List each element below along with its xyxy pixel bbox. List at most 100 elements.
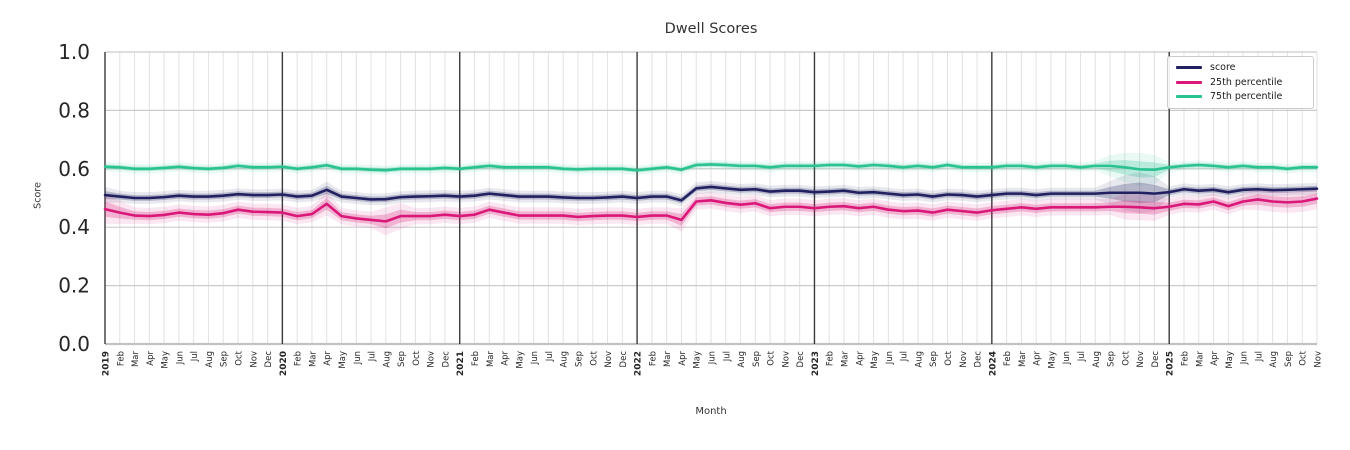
svg-text:Apr: Apr [146, 351, 156, 366]
legend: score 25th percentile 75th percentile [1167, 56, 1314, 109]
svg-text:Dec: Dec [1151, 351, 1161, 368]
svg-text:May: May [870, 351, 880, 369]
svg-text:Nov: Nov [427, 351, 437, 368]
svg-text:Jul: Jul [1077, 351, 1087, 362]
p75-line-swatch [1176, 95, 1202, 99]
y-tick-labels: 0.0 0.2 0.4 0.6 0.8 1.0 [58, 40, 90, 356]
svg-text:Apr: Apr [1033, 351, 1043, 366]
legend-label: score [1210, 62, 1236, 73]
svg-text:Jun: Jun [708, 351, 718, 365]
svg-text:2019: 2019 [102, 351, 112, 376]
svg-text:Jul: Jul [368, 351, 378, 362]
svg-text:Feb: Feb [826, 351, 836, 366]
series-line-score [103, 185, 1319, 202]
y-gridlines [105, 51, 1317, 346]
svg-text:Mar: Mar [1195, 351, 1205, 368]
svg-text:Nov: Nov [1314, 351, 1324, 368]
svg-text:2022: 2022 [634, 351, 644, 376]
svg-text:2025: 2025 [1166, 351, 1176, 376]
svg-text:Nov: Nov [959, 351, 969, 368]
svg-text:Oct: Oct [1121, 350, 1131, 365]
svg-text:Sep: Sep [574, 351, 584, 367]
svg-text:May: May [515, 351, 525, 369]
svg-text:1.0: 1.0 [58, 40, 90, 64]
x-axis-label: Month [695, 406, 727, 417]
svg-text:Jul: Jul [1254, 351, 1264, 362]
svg-text:Sep: Sep [220, 351, 230, 367]
svg-text:Jun: Jun [1062, 351, 1072, 365]
svg-text:Nov: Nov [604, 351, 614, 368]
svg-text:Apr: Apr [323, 351, 333, 366]
svg-text:Jul: Jul [190, 351, 200, 362]
x-tick-labels: 2019 Feb Mar Apr May Jun Jul Aug Sep Oct Nov Dec 202… [102, 350, 1324, 376]
svg-text:2023: 2023 [811, 351, 821, 376]
svg-text:May: May [338, 351, 348, 369]
series-band-25th-percentile [105, 188, 1317, 236]
svg-text:Oct: Oct [589, 350, 599, 365]
legend-item-25th-percentile: 25th percentile [1176, 76, 1305, 88]
legend-label: 75th percentile [1210, 91, 1283, 102]
svg-text:2020: 2020 [279, 351, 289, 376]
svg-text:Mar: Mar [663, 351, 673, 368]
svg-text:Jul: Jul [900, 351, 910, 362]
legend-item-score: score [1176, 63, 1305, 73]
svg-text:Aug: Aug [737, 351, 747, 368]
series-line-75th-percentile [103, 163, 1319, 172]
svg-text:Nov: Nov [781, 351, 791, 368]
svg-text:May: May [1225, 351, 1235, 369]
svg-text:Apr: Apr [678, 351, 688, 366]
svg-text:Sep: Sep [929, 351, 939, 367]
svg-text:Dec: Dec [974, 351, 984, 368]
svg-text:Mar: Mar [308, 351, 318, 368]
svg-text:Oct: Oct [412, 350, 422, 365]
svg-text:Oct: Oct [767, 350, 777, 365]
svg-text:Jun: Jun [1240, 351, 1250, 365]
svg-text:Oct: Oct [235, 350, 245, 365]
svg-text:Feb: Feb [648, 351, 658, 366]
svg-text:Mar: Mar [1018, 351, 1028, 368]
svg-text:Apr: Apr [855, 351, 865, 366]
svg-text:Sep: Sep [397, 351, 407, 367]
svg-text:May: May [1047, 351, 1057, 369]
svg-text:Oct: Oct [1299, 350, 1309, 365]
svg-text:Dec: Dec [264, 351, 274, 368]
svg-text:Aug: Aug [205, 351, 215, 368]
svg-text:Aug: Aug [560, 351, 570, 368]
svg-text:Feb: Feb [116, 351, 126, 366]
svg-text:0.0: 0.0 [58, 332, 90, 356]
svg-text:Apr: Apr [1210, 351, 1220, 366]
svg-text:Jul: Jul [545, 351, 555, 362]
svg-text:Mar: Mar [841, 351, 851, 368]
svg-text:Aug: Aug [914, 351, 924, 368]
score-line-swatch [1176, 66, 1202, 70]
svg-text:Jun: Jun [530, 351, 540, 365]
svg-text:Aug: Aug [1269, 351, 1279, 368]
svg-text:Jun: Jun [885, 351, 895, 365]
svg-text:Dec: Dec [796, 351, 806, 368]
svg-text:Sep: Sep [752, 351, 762, 367]
svg-text:Aug: Aug [1092, 351, 1102, 368]
svg-text:May: May [161, 351, 171, 369]
svg-text:0.8: 0.8 [58, 98, 90, 122]
svg-text:Nov: Nov [249, 351, 259, 368]
svg-text:Mar: Mar [131, 351, 141, 368]
svg-text:Nov: Nov [1136, 351, 1146, 368]
legend-label: 25th percentile [1210, 76, 1283, 88]
legend-item-75th-percentile: 75th percentile [1176, 92, 1305, 102]
svg-text:0.4: 0.4 [58, 215, 90, 239]
svg-text:Jun: Jun [175, 351, 185, 365]
svg-text:Sep: Sep [1107, 351, 1117, 367]
svg-text:Oct: Oct [944, 350, 954, 365]
svg-text:Jul: Jul [722, 351, 732, 362]
p25-line-swatch [1176, 80, 1202, 84]
svg-text:0.2: 0.2 [58, 274, 90, 298]
svg-text:Feb: Feb [1180, 351, 1190, 366]
svg-text:2024: 2024 [988, 351, 998, 376]
svg-text:Dec: Dec [619, 351, 629, 368]
svg-text:Feb: Feb [471, 351, 481, 366]
svg-text:0.6: 0.6 [58, 157, 90, 181]
svg-text:Mar: Mar [486, 351, 496, 368]
svg-text:Jun: Jun [353, 351, 363, 365]
